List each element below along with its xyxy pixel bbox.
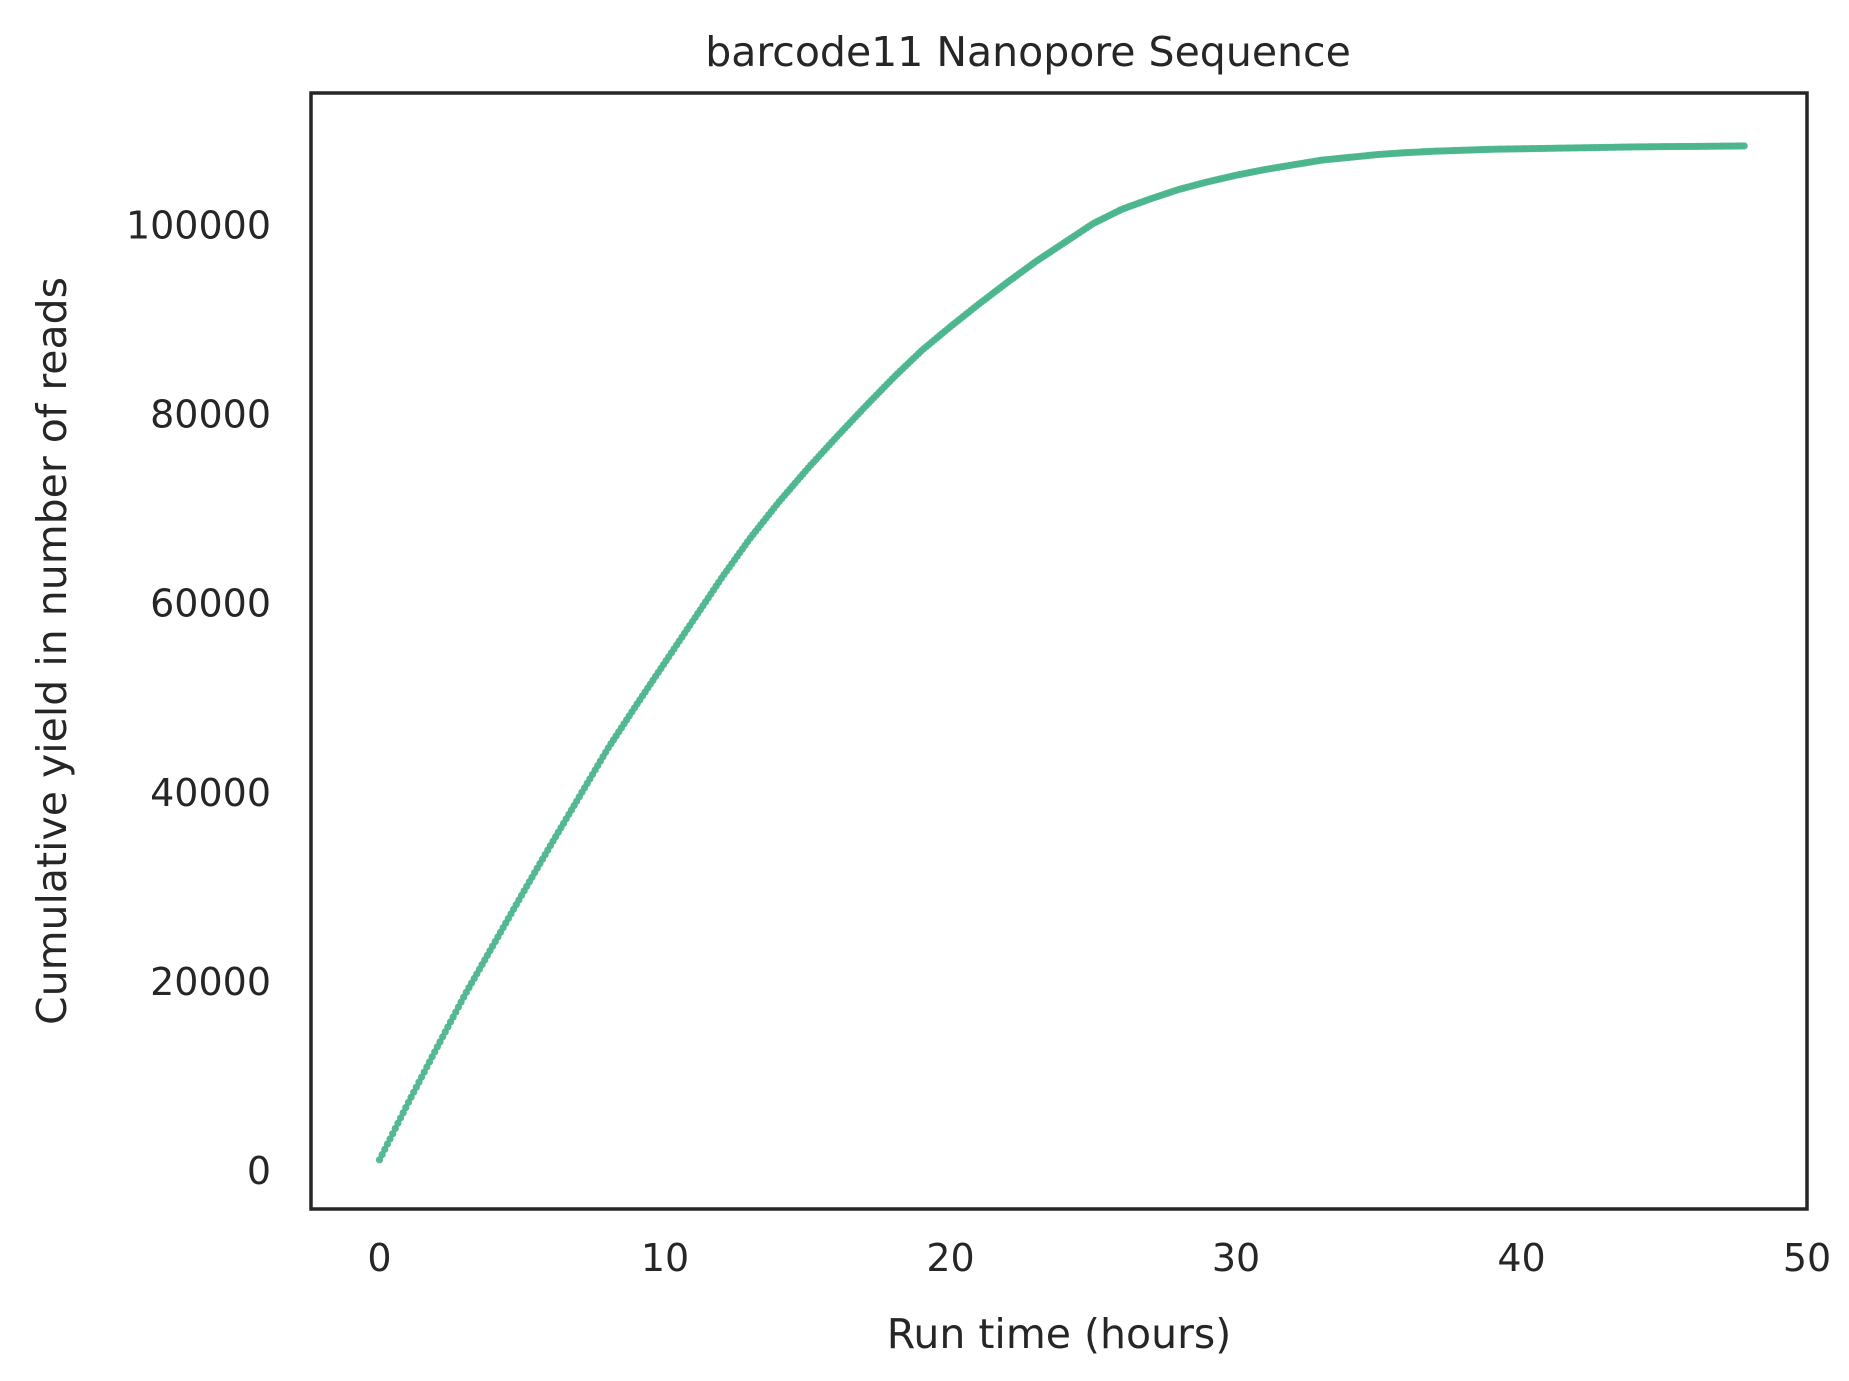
plot-frame — [309, 91, 1809, 1211]
y-tick-label: 40000 — [150, 771, 271, 815]
x-tick-label: 10 — [641, 1236, 689, 1280]
x-tick-label: 30 — [1212, 1236, 1260, 1280]
y-tick-label: 100000 — [126, 203, 271, 247]
x-axis-label: Run time (hours) — [887, 1310, 1232, 1358]
y-tick-label: 80000 — [150, 393, 271, 437]
data-point — [1740, 142, 1748, 150]
chart-title: barcode11 Nanopore Sequence — [705, 28, 1351, 76]
y-axis-label: Cumulative yield in number of reads — [28, 277, 76, 1025]
x-tick-label: 50 — [1783, 1236, 1831, 1280]
x-tick-label: 20 — [926, 1236, 974, 1280]
x-tick-label: 40 — [1497, 1236, 1545, 1280]
data-points — [375, 142, 1748, 1164]
x-axis-ticks: 0 10 20 30 40 50 — [367, 1236, 1831, 1280]
y-tick-label: 20000 — [150, 960, 271, 1004]
x-tick-label: 0 — [367, 1236, 391, 1280]
y-axis-ticks: 0 20000 40000 60000 80000 100000 — [126, 203, 271, 1193]
y-tick-label: 60000 — [150, 582, 271, 626]
y-tick-label: 0 — [247, 1149, 271, 1193]
